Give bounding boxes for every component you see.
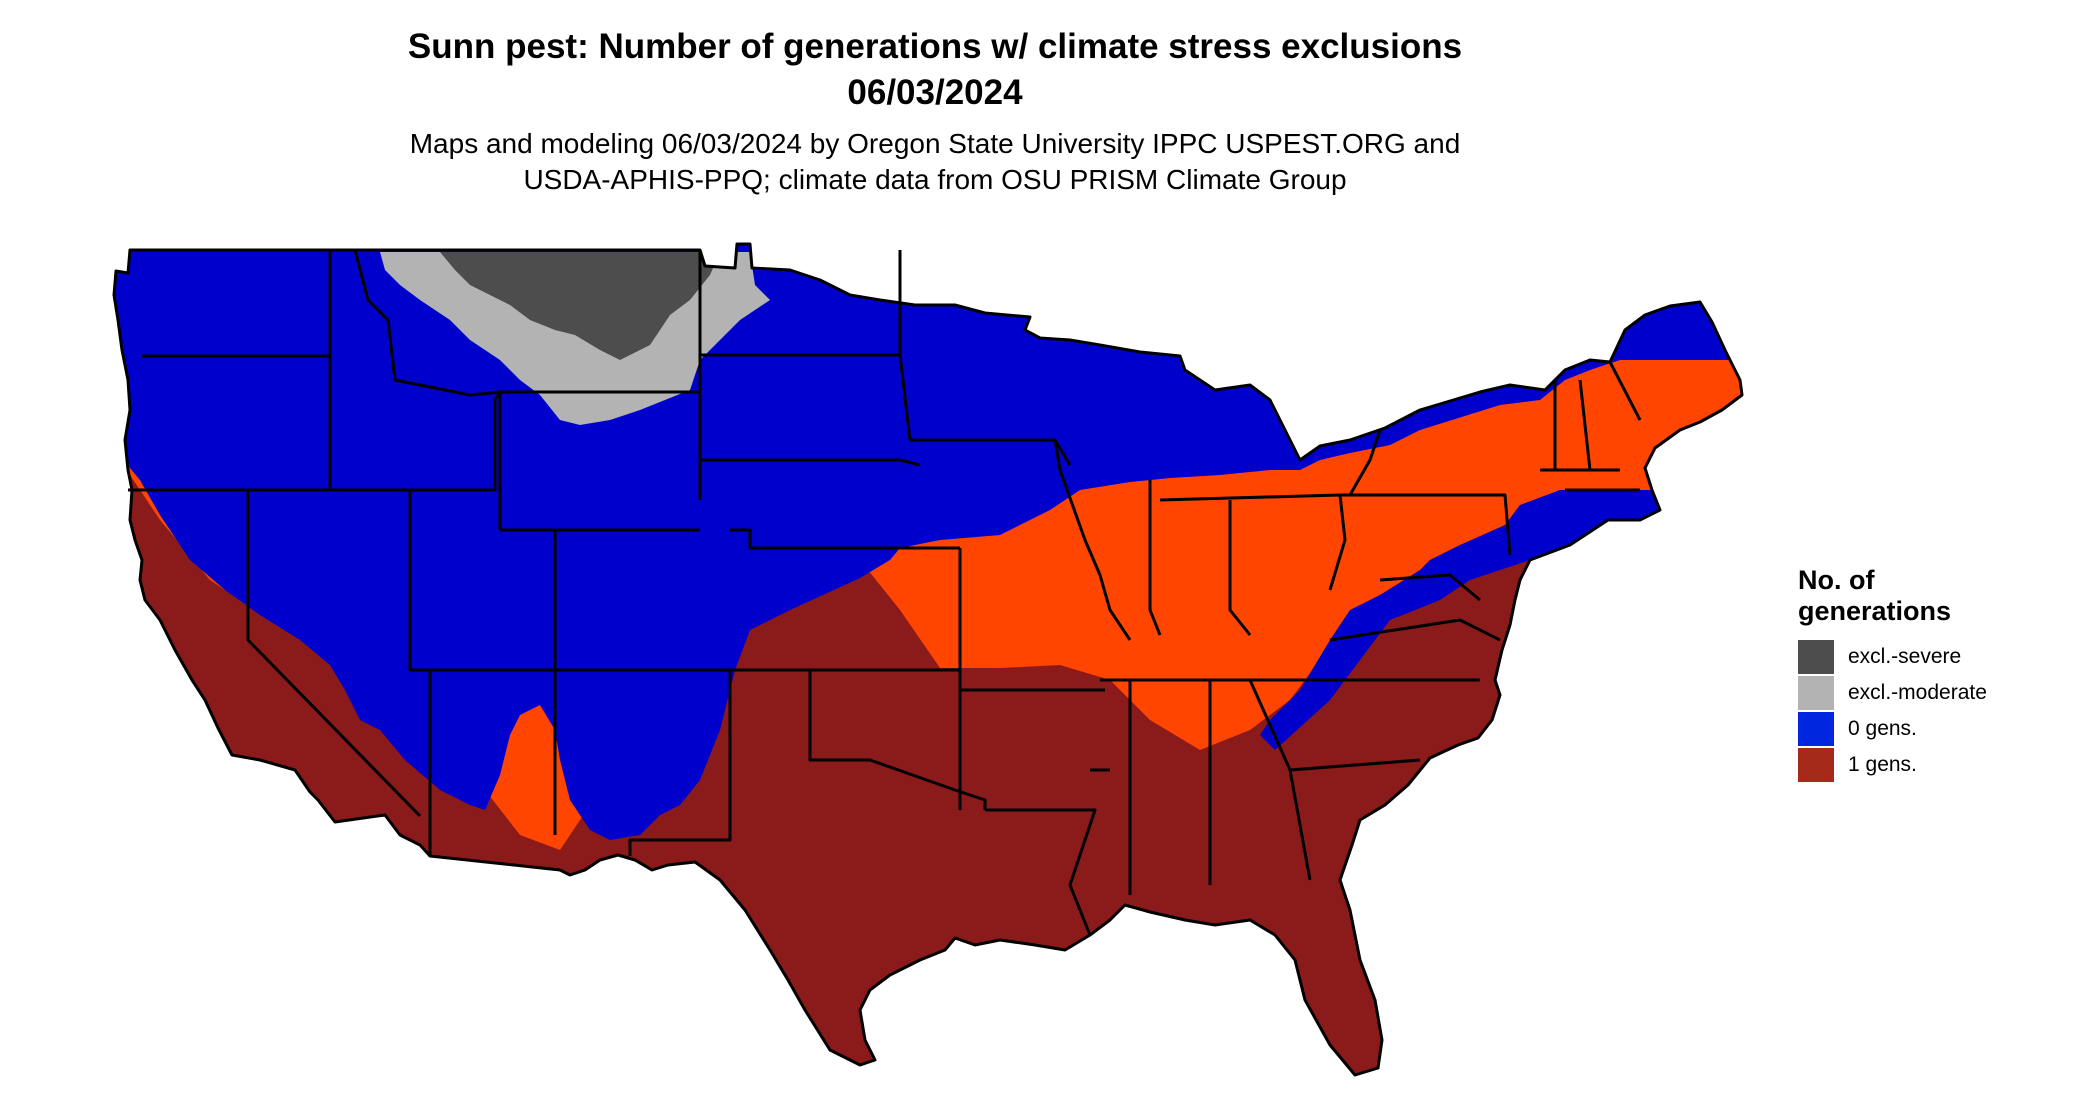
legend-item-one-gens: 1 gens.: [1798, 747, 2098, 783]
map-subtitle-line-1: Maps and modeling 06/03/2024 by Oregon S…: [409, 128, 1461, 159]
legend-swatch: [1798, 676, 1834, 710]
legend-label: 1 gens.: [1848, 753, 1917, 776]
legend-item-excl-severe: excl.-severe: [1798, 639, 2098, 675]
map-legend: No. of generations excl.-severe excl.-mo…: [1798, 565, 2098, 783]
map-date: 06/03/2024: [847, 73, 1023, 112]
legend-swatch: [1798, 748, 1834, 782]
legend-label: 0 gens.: [1848, 717, 1917, 740]
legend-title: No. of generations: [1798, 565, 1952, 626]
legend-item-excl-moderate: excl.-moderate: [1798, 675, 2098, 711]
map-title: Sunn pest: Number of generations w/ clim…: [407, 27, 1463, 66]
excluded-severe-region: [440, 252, 720, 360]
map-subtitle-line-2: USDA-APHIS-PPQ; climate data from OSU PR…: [523, 164, 1347, 195]
state-boundaries: [112, 242, 1744, 1077]
legend-swatch: [1798, 640, 1834, 674]
legend-swatch: [1798, 712, 1834, 746]
legend-item-zero-gens: 0 gens.: [1798, 711, 2098, 747]
legend-label: excl.-severe: [1848, 645, 1962, 668]
legend-label: excl.-moderate: [1848, 681, 1987, 704]
us-generations-map: [100, 230, 1780, 1116]
